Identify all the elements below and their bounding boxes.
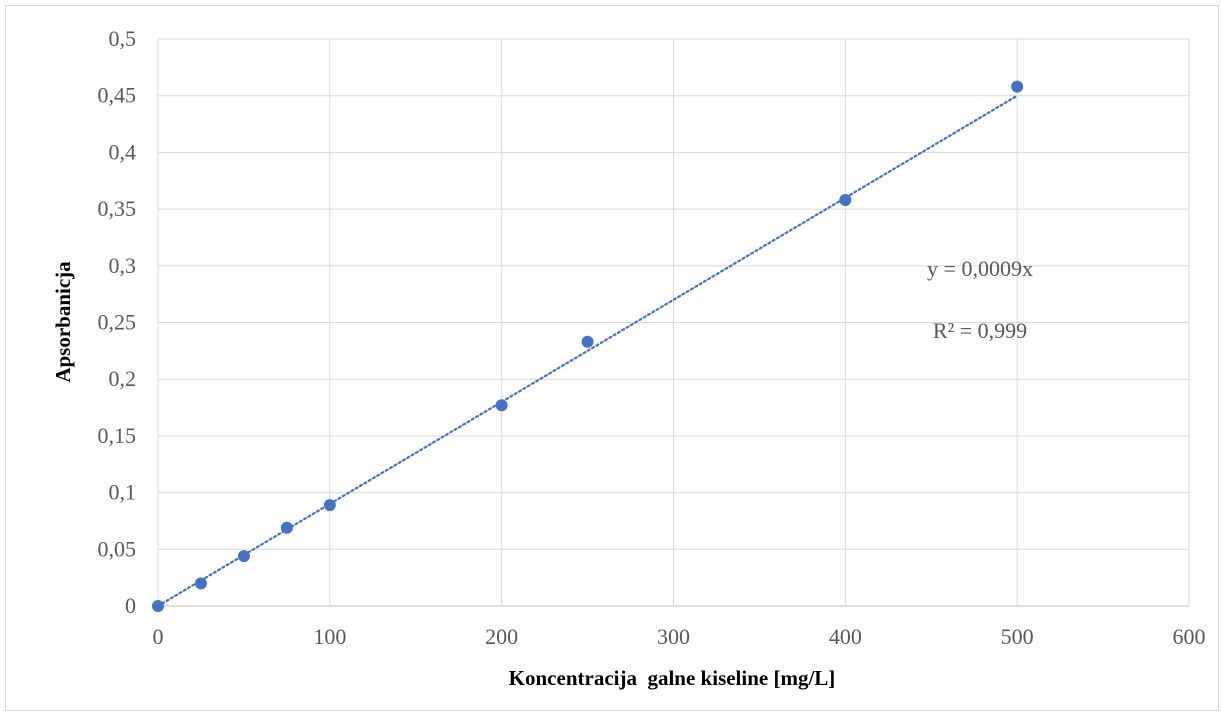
gridlines [157,38,1190,607]
data-point [581,335,594,348]
y-tick-label: 0,15 [98,423,137,448]
x-axis-tick-labels: 0 100 200 300 400 500 600 [153,624,1206,649]
y-tick-label: 0,4 [109,139,137,164]
data-point [495,399,508,412]
x-tick-label: 100 [313,624,346,649]
y-axis-tick-labels: 0 0,05 0,1 0,15 0,2 0,25 0,3 0,35 0,4 0,45 0,5 [98,26,137,618]
data-points [152,80,1024,612]
data-point [194,577,207,590]
y-tick-label: 0,05 [98,536,137,561]
data-point [152,600,164,612]
data-point [237,550,250,563]
data-point [323,499,336,512]
y-tick-label: 0,3 [109,253,137,278]
y-tick-label: 0,1 [109,480,137,505]
trendline [156,94,1019,608]
x-tick-label: 200 [485,624,518,649]
data-point [839,194,852,207]
y-tick-label: 0,35 [98,196,137,221]
x-tick-label: 0 [153,624,164,649]
trendline-equation: y = 0,0009x [927,256,1033,281]
x-tick-label: 300 [657,624,690,649]
y-tick-label: 0,45 [98,83,137,108]
trendline-group [156,94,1019,608]
y-tick-label: 0 [125,593,136,618]
x-axis-title: Koncentracija galne kiseline [mg/L] [509,666,836,690]
y-axis-title: Apsorbanicja [51,261,75,383]
x-tick-label: 400 [829,624,862,649]
data-point [1011,80,1024,93]
r-squared-label: R² = 0,999 [933,318,1027,343]
x-tick-label: 600 [1173,624,1206,649]
y-tick-label: 0,2 [109,366,137,391]
data-point [280,521,293,534]
x-tick-label: 500 [1001,624,1034,649]
y-tick-label: 0,5 [109,26,137,51]
y-tick-label: 0,25 [98,310,137,335]
